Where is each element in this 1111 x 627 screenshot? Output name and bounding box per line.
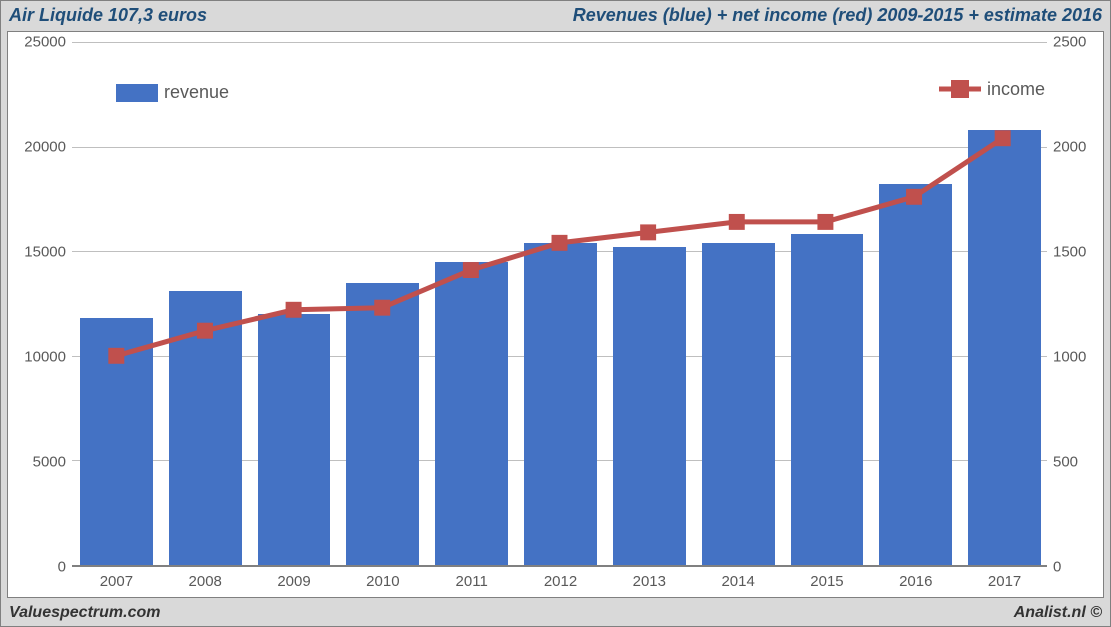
title-left: Air Liquide 107,3 euros [9,5,207,26]
x-tick-label: 2017 [988,573,1021,590]
legend-revenue: revenue [116,82,229,103]
x-tick-label: 2011 [456,573,488,590]
chart-container: Air Liquide 107,3 euros Revenues (blue) … [0,0,1111,627]
legend-revenue-swatch [116,84,158,102]
legend-revenue-label: revenue [164,82,229,103]
x-tick-label: 2013 [633,573,666,590]
x-tick-label: 2016 [899,573,932,590]
y-tick-left: 15000 [24,244,66,261]
footer-left: Valuespectrum.com [9,604,160,622]
y-tick-left: 20000 [24,139,66,156]
income-marker [729,214,745,230]
plot-area: 2007200820092010201120122013201420152016… [72,42,1047,565]
legend-income: income [939,78,1045,100]
title-right: Revenues (blue) + net income (red) 2009-… [573,5,1102,26]
income-marker [906,189,922,205]
x-tick-label: 2009 [277,573,310,590]
y-tick-left: 10000 [24,349,66,366]
x-tick-label: 2012 [544,573,577,590]
plot-inner: 2007 2008 2009 2010 2011 2012 2013 2014 2015 2016… [8,32,1103,597]
income-marker [197,323,213,339]
y-tick-right: 500 [1053,454,1078,471]
y-tick-right: 2500 [1053,34,1086,51]
y-tick-right: 2000 [1053,139,1086,156]
y-tick-left: 0 [58,559,66,576]
y-tick-right: 1000 [1053,349,1086,366]
y-tick-left: 5000 [33,454,66,471]
legend-income-swatch [939,78,981,100]
income-marker [463,262,479,278]
x-tick-label: 2014 [721,573,754,590]
legend-income-label: income [987,79,1045,100]
income-marker [817,214,833,230]
x-axis-line [72,565,1047,567]
x-tick-label: 2008 [189,573,222,590]
income-marker [552,235,568,251]
footer-right: Analist.nl © [1014,604,1102,622]
income-marker [374,300,390,316]
y-tick-right: 1500 [1053,244,1086,261]
income-marker [286,302,302,318]
plot-container: 2007 2008 2009 2010 2011 2012 2013 2014 2015 2016… [7,31,1104,598]
x-tick-label: 2015 [810,573,843,590]
income-marker [995,130,1011,146]
y-tick-right: 0 [1053,559,1061,576]
income-marker [640,224,656,240]
y-tick-left: 25000 [24,34,66,51]
x-tick-label: 2007 [100,573,133,590]
income-line [72,42,1047,565]
x-tick-label: 2010 [366,573,399,590]
income-marker [108,348,124,364]
